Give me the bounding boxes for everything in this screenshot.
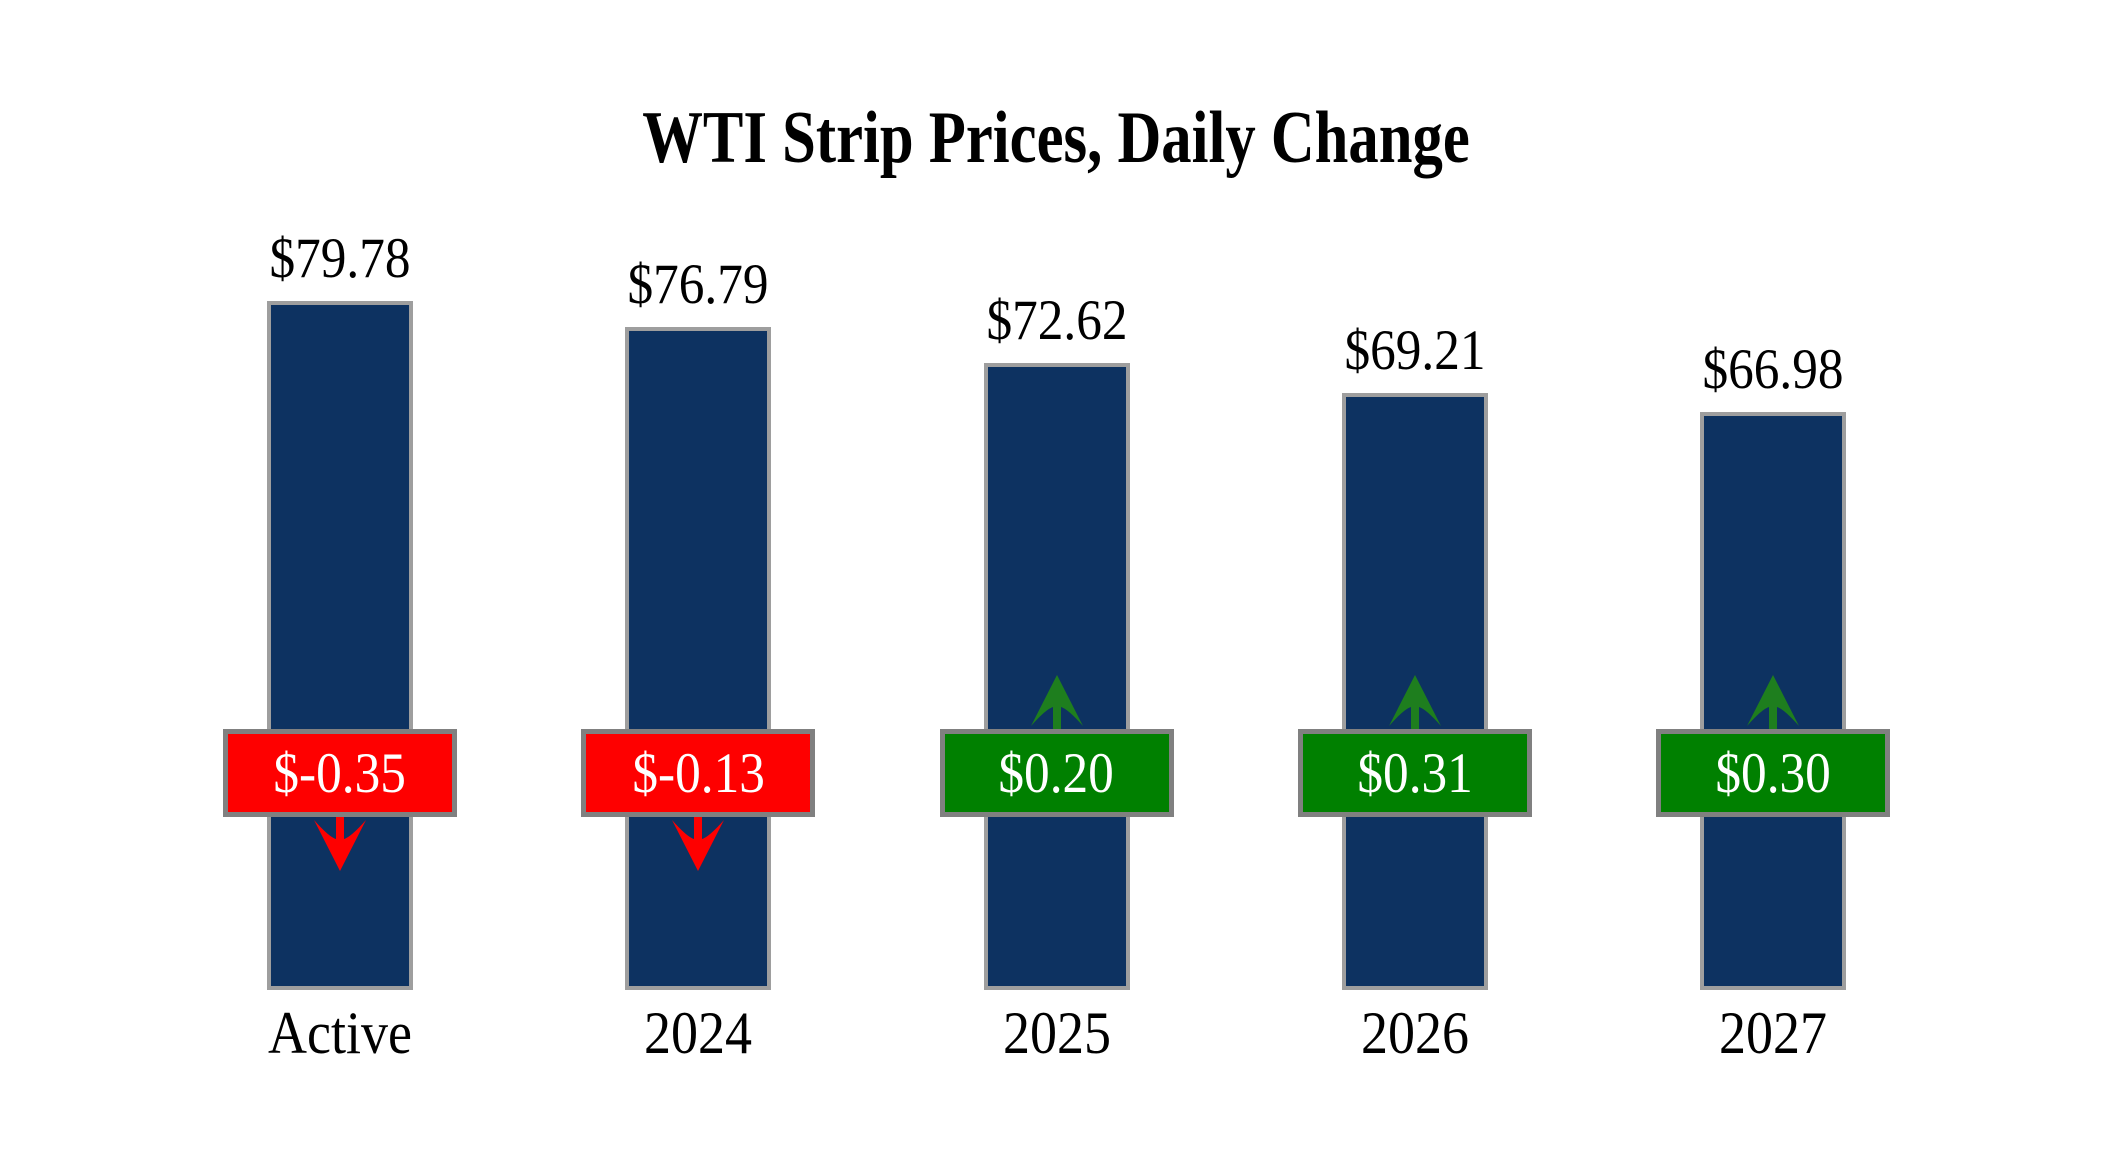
bar-group-2025: $72.62 $0.20 2025: [877, 0, 1237, 1152]
daily-change-badge: $0.20: [939, 729, 1174, 817]
price-bar: [267, 301, 413, 990]
daily-change-badge: $-0.13: [581, 729, 816, 817]
category-label: 2027: [1719, 1000, 1828, 1066]
daily-change-badge: $0.31: [1297, 729, 1532, 817]
category-label: 2026: [1360, 1000, 1469, 1066]
bar-group-2024: $76.79 $-0.13 2024: [518, 0, 878, 1152]
daily-change-badge: $-0.35: [223, 729, 457, 817]
bar-value-label: $79.78: [269, 227, 411, 290]
arrow-up-icon: [1030, 675, 1083, 731]
daily-change-value: $0.31: [1357, 741, 1473, 805]
daily-change-badge: $0.30: [1656, 729, 1891, 817]
bar-value-label: $72.62: [986, 289, 1128, 352]
arrow-up-icon: [1388, 675, 1441, 731]
arrow-down-icon: [314, 815, 366, 871]
arrow-up-icon: [1747, 675, 1800, 731]
bar-group-2027: $66.98 $0.30 2027: [1593, 0, 1953, 1152]
category-label: 2024: [644, 1000, 753, 1066]
daily-change-value: $0.30: [1715, 741, 1831, 805]
price-bar: [625, 327, 772, 990]
bar-value-label: $76.79: [627, 253, 769, 316]
bar-group-active: $79.78 $-0.35 Active: [160, 0, 520, 1152]
category-label: Active: [268, 1000, 412, 1066]
bar-value-label: $66.98: [1702, 338, 1844, 401]
daily-change-value: $0.20: [998, 741, 1115, 805]
bar-value-label: $69.21: [1344, 319, 1486, 382]
bar-group-2026: $69.21 $0.31 2026: [1235, 0, 1595, 1152]
category-label: 2025: [1002, 1000, 1111, 1066]
chart-title: WTI Strip Prices, Daily Change: [642, 97, 1470, 179]
daily-change-value: $-0.35: [273, 741, 407, 805]
arrow-down-icon: [672, 815, 725, 871]
daily-change-value: $-0.13: [632, 741, 765, 805]
